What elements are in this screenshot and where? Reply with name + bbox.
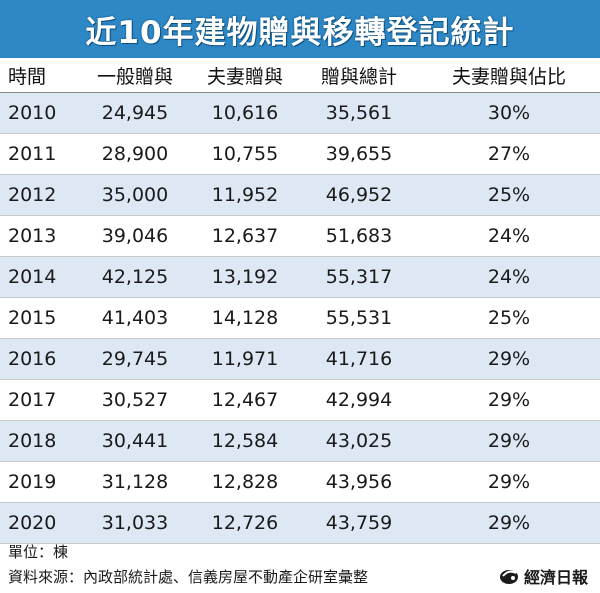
- table-row: 2019 31,128 12,828 43,956 29%: [0, 461, 600, 503]
- cell-spouse-gift: 14,128: [190, 297, 300, 339]
- header-general-gift: 一般贈與: [80, 58, 190, 93]
- cell-year: 2019: [0, 461, 80, 503]
- cell-year: 2017: [0, 379, 80, 421]
- cell-year: 2016: [0, 338, 80, 380]
- source-note: 資料來源：內政部統計處、信義房屋不動產企研室彙整: [8, 568, 369, 586]
- table-row: 2016 29,745 11,971 41,716 29%: [0, 338, 600, 380]
- cell-year: 2013: [0, 215, 80, 257]
- chart-title: 近10年建物贈與移轉登記統計: [85, 14, 515, 51]
- cell-spouse-share: 29%: [418, 338, 600, 380]
- table-row: 2013 39,046 12,637 51,683 24%: [0, 215, 600, 257]
- header-row: 時間 一般贈與 夫妻贈與 贈與總計 夫妻贈與佔比: [0, 58, 600, 93]
- cell-spouse-share: 24%: [418, 215, 600, 257]
- cell-spouse-gift: 11,971: [190, 338, 300, 380]
- cell-spouse-gift: 12,828: [190, 461, 300, 503]
- cell-spouse-gift: 10,755: [190, 133, 300, 175]
- cell-spouse-share: 29%: [418, 502, 600, 544]
- cell-gift-total: 41,716: [300, 338, 418, 380]
- cell-gift-total: 55,531: [300, 297, 418, 339]
- cell-spouse-share: 24%: [418, 256, 600, 298]
- header-spouse-share: 夫妻贈與佔比: [418, 58, 600, 93]
- header-gift-total: 贈與總計: [300, 58, 418, 93]
- cell-spouse-share: 29%: [418, 379, 600, 421]
- cell-spouse-share: 29%: [418, 420, 600, 462]
- table-row: 2020 31,033 12,726 43,759 29%: [0, 502, 600, 544]
- cell-general-gift: 31,128: [80, 461, 190, 503]
- table-row: 2010 24,945 10,616 35,561 30%: [0, 92, 600, 134]
- cell-general-gift: 35,000: [80, 174, 190, 216]
- cell-year: 2011: [0, 133, 80, 175]
- cell-spouse-gift: 10,616: [190, 92, 300, 134]
- cell-gift-total: 42,994: [300, 379, 418, 421]
- cell-spouse-share: 27%: [418, 133, 600, 175]
- cell-general-gift: 30,441: [80, 420, 190, 462]
- cell-spouse-gift: 12,467: [190, 379, 300, 421]
- table-row: 2014 42,125 13,192 55,317 24%: [0, 256, 600, 298]
- data-table: 時間 一般贈與 夫妻贈與 贈與總計 夫妻贈與佔比 2010 24,945 10,61…: [0, 58, 600, 544]
- table-row: 2011 28,900 10,755 39,655 27%: [0, 133, 600, 175]
- udn-logo-icon: [499, 570, 518, 584]
- cell-gift-total: 39,655: [300, 133, 418, 175]
- cell-year: 2014: [0, 256, 80, 298]
- cell-gift-total: 51,683: [300, 215, 418, 257]
- cell-gift-total: 55,317: [300, 256, 418, 298]
- header-year: 時間: [0, 58, 80, 93]
- cell-gift-total: 43,759: [300, 502, 418, 544]
- cell-year: 2018: [0, 420, 80, 462]
- table-body: 2010 24,945 10,616 35,561 30% 2011 28,900 10,75…: [0, 92, 600, 544]
- cell-general-gift: 24,945: [80, 92, 190, 134]
- table-row: 2015 41,403 14,128 55,531 25%: [0, 297, 600, 339]
- cell-year: 2020: [0, 502, 80, 544]
- cell-spouse-gift: 12,637: [190, 215, 300, 257]
- cell-year: 2012: [0, 174, 80, 216]
- header-spouse-gift: 夫妻贈與: [190, 58, 300, 93]
- brand-name: 經濟日報: [523, 568, 588, 587]
- cell-spouse-gift: 13,192: [190, 256, 300, 298]
- cell-spouse-share: 30%: [418, 92, 600, 134]
- table-row: 2018 30,441 12,584 43,025 29%: [0, 420, 600, 462]
- cell-general-gift: 39,046: [80, 215, 190, 257]
- cell-general-gift: 28,900: [80, 133, 190, 175]
- cell-spouse-share: 25%: [418, 297, 600, 339]
- brand-logo: 經濟日報: [498, 564, 588, 588]
- cell-year: 2010: [0, 92, 80, 134]
- cell-general-gift: 42,125: [80, 256, 190, 298]
- title-bar: 近10年建物贈與移轉登記統計: [0, 0, 600, 58]
- cell-spouse-share: 29%: [418, 461, 600, 503]
- cell-general-gift: 30,527: [80, 379, 190, 421]
- cell-spouse-gift: 12,584: [190, 420, 300, 462]
- unit-note: 單位：棟: [8, 543, 69, 561]
- cell-general-gift: 31,033: [80, 502, 190, 544]
- cell-gift-total: 43,956: [300, 461, 418, 503]
- cell-gift-total: 43,025: [300, 420, 418, 462]
- cell-general-gift: 29,745: [80, 338, 190, 380]
- cell-spouse-share: 25%: [418, 174, 600, 216]
- cell-spouse-gift: 11,952: [190, 174, 300, 216]
- cell-gift-total: 46,952: [300, 174, 418, 216]
- cell-spouse-gift: 12,726: [190, 502, 300, 544]
- table-row: 2012 35,000 11,952 46,952 25%: [0, 174, 600, 216]
- table-row: 2017 30,527 12,467 42,994 29%: [0, 379, 600, 421]
- cell-general-gift: 41,403: [80, 297, 190, 339]
- cell-gift-total: 35,561: [300, 92, 418, 134]
- cell-year: 2015: [0, 297, 80, 339]
